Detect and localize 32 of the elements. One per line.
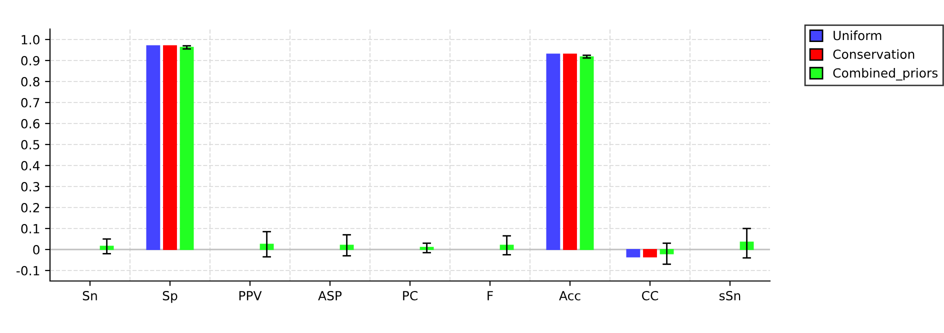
legend-label: Conservation [833,49,914,59]
x-tick-label: Sp [162,290,178,303]
x-tick-label: PC [403,290,418,300]
y-tick-label: 1.0 [22,34,40,44]
bar [626,248,640,258]
legend-label: Combined_priors [833,68,938,80]
y-tick-label: 0.7 [21,98,40,108]
y-tick-label: 0.9 [21,56,40,66]
y-tick-label: 0.3 [21,182,40,192]
x-tick-label: Sn [82,290,97,300]
y-tick-label: 0 [33,244,40,254]
x-tick-label: ASP [318,290,342,300]
x-tick-label: sSn [719,290,740,300]
y-tick-label: 0.2 [21,202,40,212]
bar [180,46,194,250]
x-tick-label: PPV [239,291,262,300]
x-tick-label: CC [642,290,658,300]
y-tick-label: 0.6 [21,118,40,128]
x-tick-label: Acc [559,291,580,300]
bar [643,248,657,258]
bar [163,45,177,250]
bar [563,54,577,250]
y-tick-label: 0.1 [21,224,40,234]
legend-label: Uniform [834,30,882,40]
bar [146,45,160,250]
y-tick-label: 0.5 [21,140,40,150]
y-tick-label: 0.4 [21,160,40,170]
y-tick-label: 0.8 [21,76,40,86]
y-tick-label: -0.1 [16,266,40,276]
bar [546,54,560,250]
x-tick-label: F [488,291,493,300]
bar [580,56,594,250]
